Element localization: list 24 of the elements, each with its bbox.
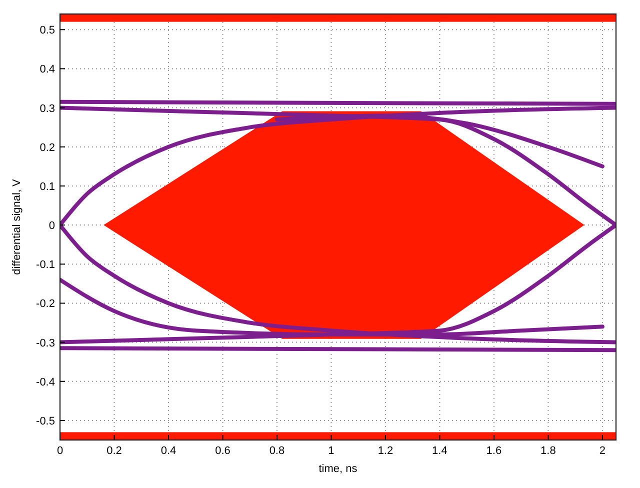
y-tick-label: 0.2 xyxy=(40,142,55,154)
x-tick-label: 1.4 xyxy=(432,445,448,457)
y-tick-label: 0 xyxy=(48,220,55,232)
x-tick-label: 0.8 xyxy=(269,445,285,457)
y-tick-label: -0.5 xyxy=(36,415,55,428)
x-tick-label: 0.2 xyxy=(106,445,122,457)
x-tick-label: 1.6 xyxy=(486,445,502,457)
x-tick-label: 2 xyxy=(599,445,606,457)
x-tick-label: 0.4 xyxy=(160,445,176,457)
y-tick-label: 0.1 xyxy=(40,180,55,193)
x-axis-title: time, ns xyxy=(318,463,358,475)
x-tick-label: 0.6 xyxy=(215,445,230,457)
y-tick-label: -0.2 xyxy=(36,298,55,310)
y-tick-label: 0.5 xyxy=(40,24,55,37)
y-axis-title: differential signal, V xyxy=(11,178,23,275)
y-tick-label: -0.3 xyxy=(36,337,55,350)
y-tick-label: -0.1 xyxy=(36,259,55,272)
x-tick-label: 1.8 xyxy=(540,445,556,457)
y-tick-label: 0.3 xyxy=(40,102,55,115)
x-tick-label: 1.2 xyxy=(378,445,394,457)
y-tick-label: -0.4 xyxy=(36,376,55,388)
y-tick-label: 0.4 xyxy=(40,64,55,76)
x-tick-label: 1 xyxy=(328,445,334,457)
x-tick-label: 0 xyxy=(56,445,64,457)
